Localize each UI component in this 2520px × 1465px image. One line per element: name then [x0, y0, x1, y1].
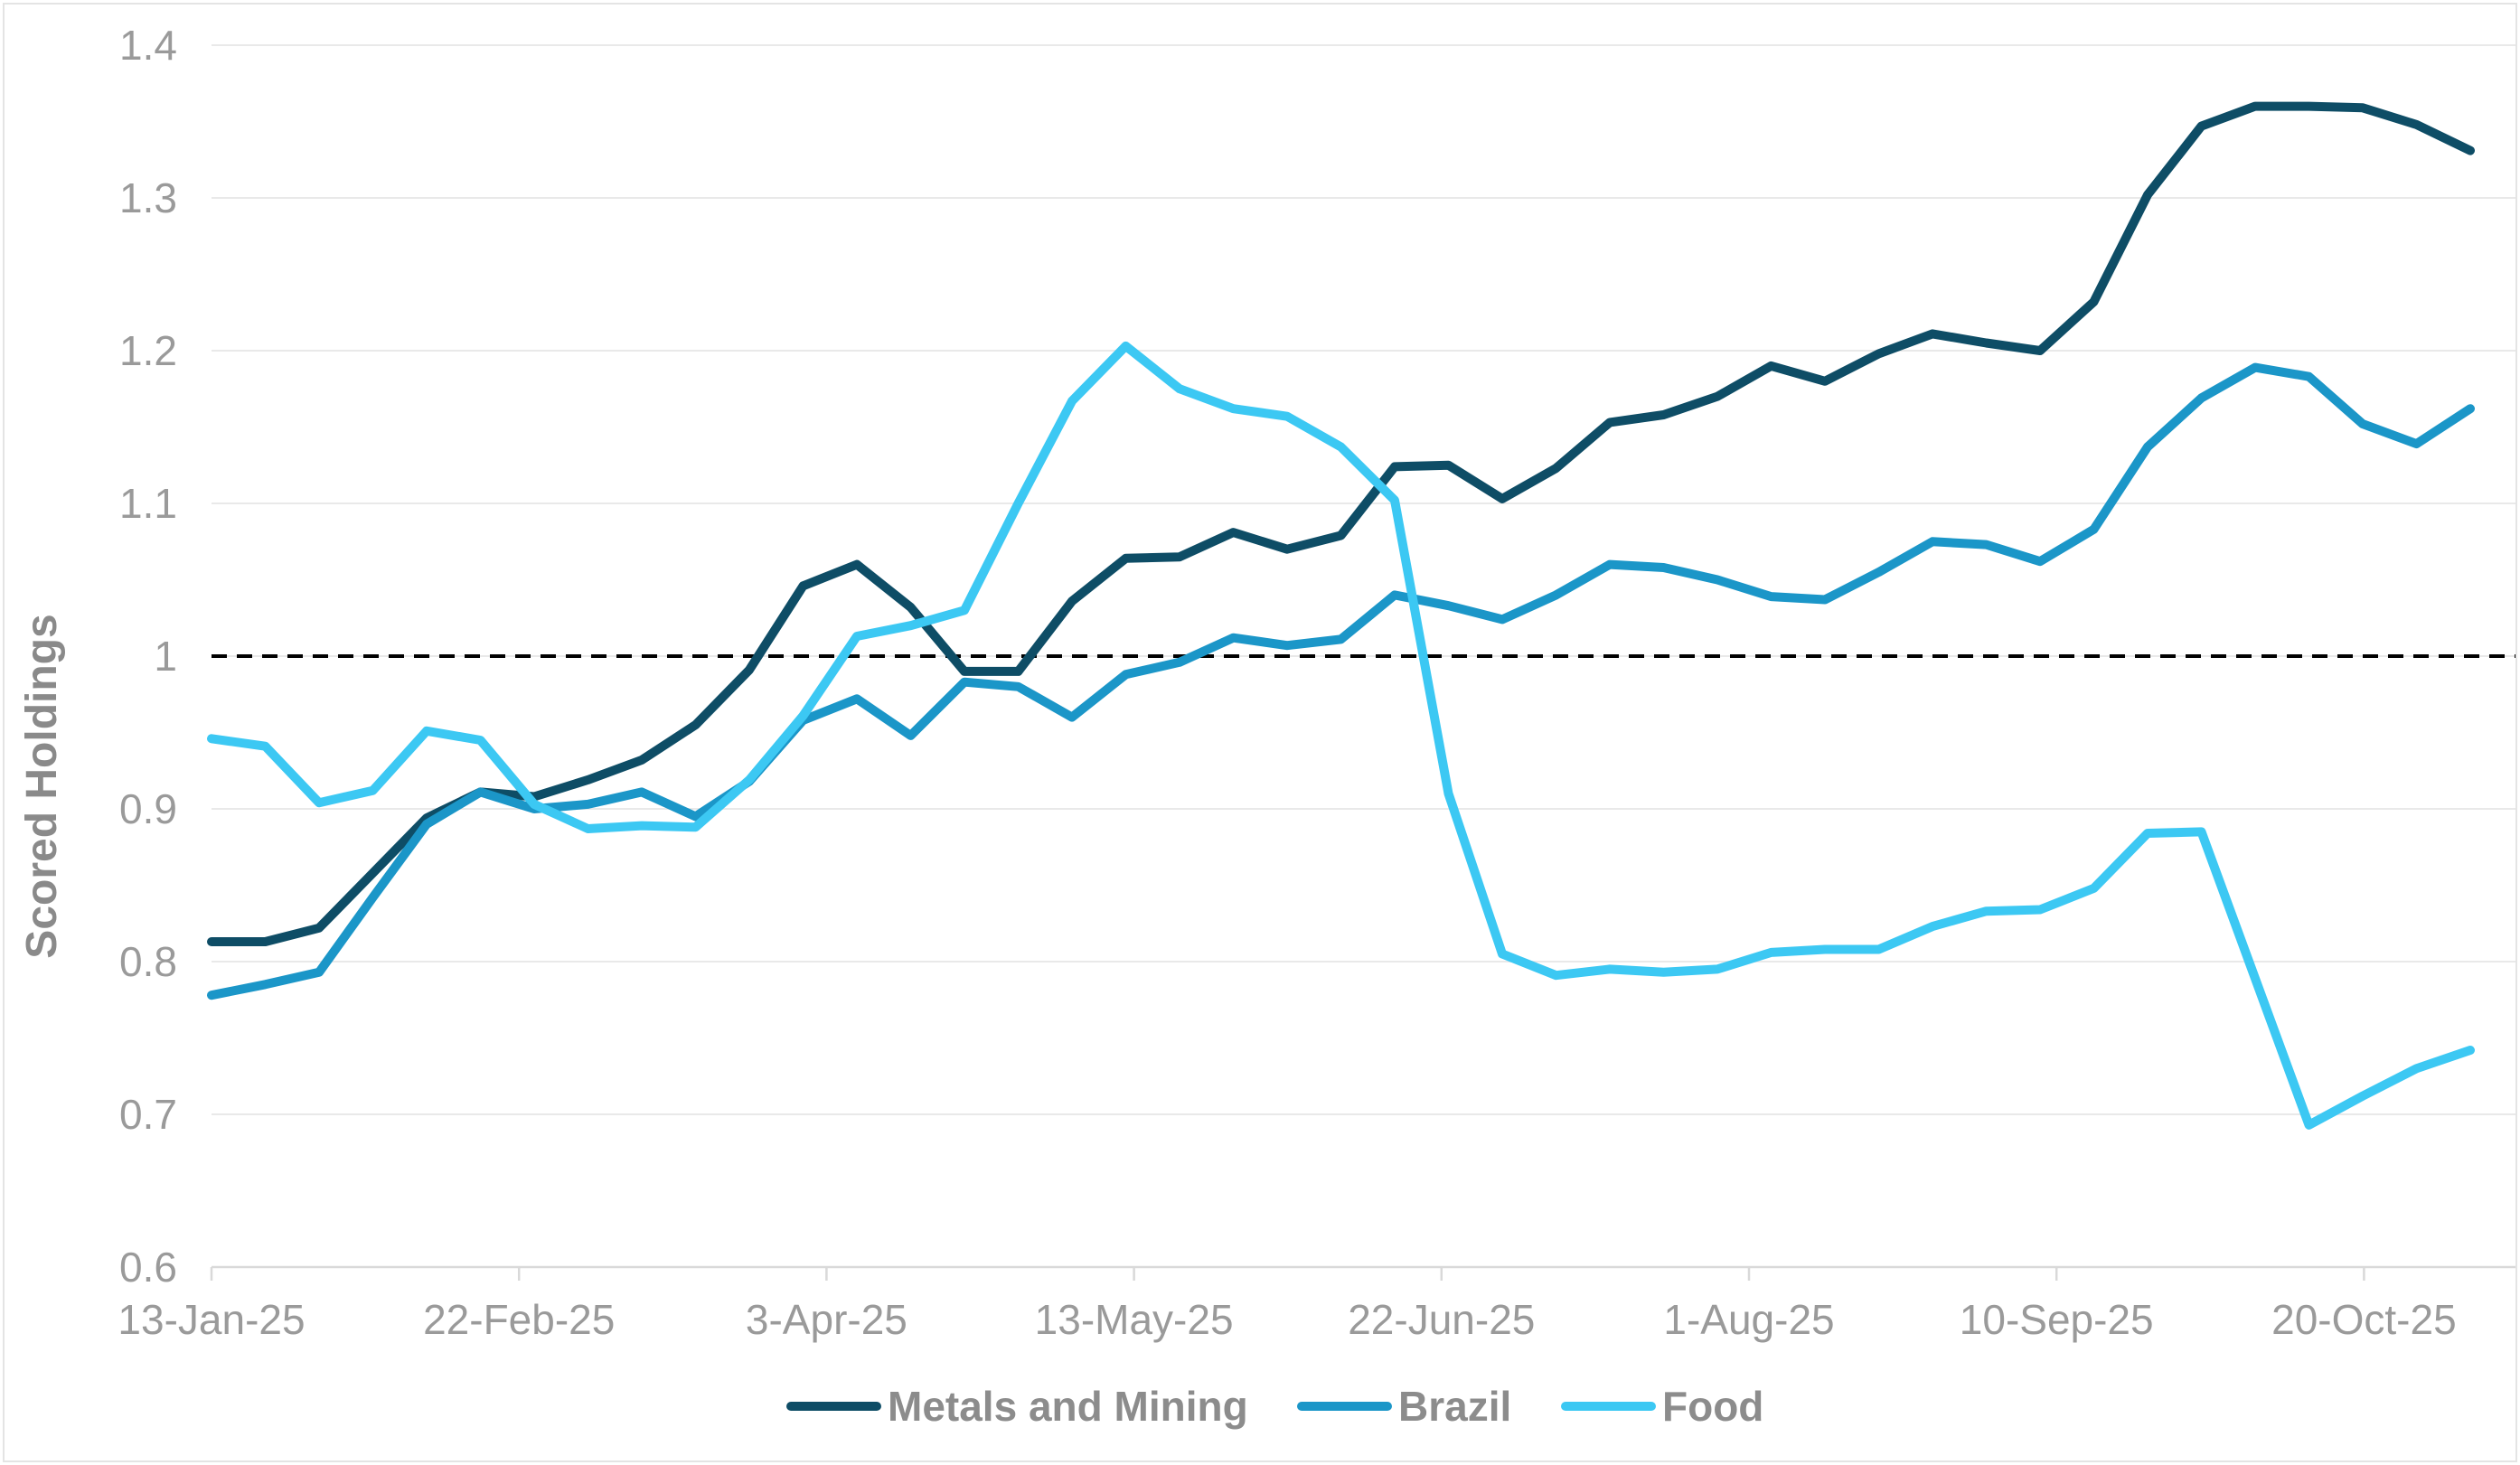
x-axis-tick-labels: 13-Jan-25 22-Feb-25 3-Apr-25 13-May-25 22-Ju…: [118, 1296, 2456, 1343]
series-lines: [207, 101, 2475, 1130]
series-line-food: [207, 341, 2475, 1130]
legend-item-brazil: Brazil: [1297, 1383, 1511, 1430]
x-tick-label: 1-Aug-25: [1663, 1296, 1834, 1343]
y-tick-label: 0.6: [119, 1244, 177, 1291]
legend-item-label: Metals and Mining: [888, 1383, 1248, 1430]
legend-item-food: Food: [1561, 1383, 1763, 1430]
x-tick-label: 10-Sep-25: [1960, 1296, 2154, 1343]
x-tick-label: 13-Jan-25: [118, 1296, 305, 1343]
x-axis: [210, 1267, 2365, 1281]
y-tick-label: 1.4: [119, 22, 177, 69]
series-line-metals-and-mining: [207, 101, 2475, 946]
y-tick-label: 0.9: [119, 785, 177, 832]
chart-border: [3, 3, 2517, 1462]
legend-item-label: Food: [1662, 1383, 1763, 1430]
y-tick-label: 1.3: [119, 174, 177, 221]
legend-item-metals-and-mining: Metals and Mining: [786, 1383, 1248, 1430]
legend-item-label: Brazil: [1398, 1383, 1511, 1430]
y-tick-label: 0.8: [119, 938, 177, 985]
y-tick-label: 0.7: [119, 1091, 177, 1138]
y-tick-label: 1.2: [119, 327, 177, 374]
y-axis-title: Scored Holdings: [18, 614, 66, 958]
legend: Metals and Mining Brazil Food: [786, 1383, 1763, 1430]
y-axis-tick-labels: 1.4 1.3 1.2 1.1 1 0.9 0.8 0.7 0.6: [119, 22, 177, 1291]
x-tick-label: 13-May-25: [1035, 1296, 1234, 1343]
x-tick-label: 3-Apr-25: [746, 1296, 907, 1343]
y-tick-label: 1.1: [119, 480, 177, 527]
x-tick-label: 22-Jun-25: [1348, 1296, 1535, 1343]
x-tick-label: 22-Feb-25: [423, 1296, 615, 1343]
x-tick-label: 20-Oct-25: [2271, 1296, 2457, 1343]
series-line-brazil: [207, 362, 2475, 1000]
y-tick-label: 1: [154, 633, 177, 680]
